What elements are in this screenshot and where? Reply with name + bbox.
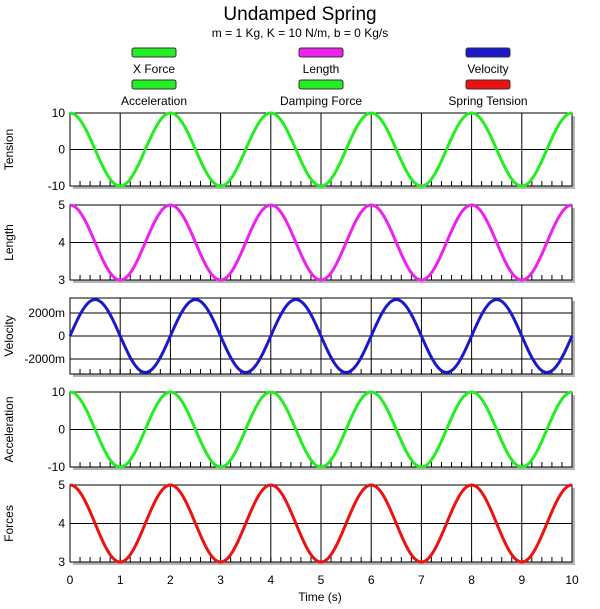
x-tick-label: 2 <box>167 573 174 587</box>
y-axis-label-forces: Forces <box>2 505 16 542</box>
legend-swatch-velocity <box>465 47 511 58</box>
series-line-spring-tension <box>69 111 573 188</box>
x-tick-label: 8 <box>468 573 475 587</box>
x-axis: 0 1 2 3 4 5 6 7 8 9 10 <box>67 573 579 587</box>
y-axis-label-velocity: Velocity <box>2 315 16 356</box>
y-tick-label: 4 <box>58 517 65 531</box>
y-axis-label-length: Length <box>2 224 16 261</box>
legend-label-acceleration: Acceleration <box>121 94 187 108</box>
y-tick-label: 2000m <box>28 306 65 320</box>
y-tick-label: 10 <box>52 106 66 120</box>
x-axis-label: Time (s) <box>298 590 342 604</box>
panel-velocity: 2000m 0 -2000m Velocity <box>2 297 575 377</box>
legend-swatch-damping-force <box>298 79 344 90</box>
y-tick-label: -2000m <box>24 352 65 366</box>
x-tick-label: 10 <box>565 573 579 587</box>
y-tick-label: 0 <box>58 423 65 437</box>
panel-acceleration: 10 0 -10 Acceleration <box>2 385 575 474</box>
y-tick-label: 10 <box>52 385 66 399</box>
legend-label-length: Length <box>303 62 340 76</box>
x-tick-label: 7 <box>418 573 425 587</box>
x-tick-label: 9 <box>518 573 525 587</box>
y-tick-label: 5 <box>58 478 65 492</box>
legend-label-x-force: X Force <box>133 62 175 76</box>
y-tick-label: 5 <box>58 198 65 212</box>
y-axis-label-acceleration: Acceleration <box>2 396 16 462</box>
series-line-acceleration <box>69 390 573 469</box>
legend-swatch-acceleration <box>131 79 177 90</box>
panel-tension: 10 0 -10 Tension <box>2 106 575 193</box>
y-tick-label: 4 <box>58 236 65 250</box>
legend-swatch-spring-tension <box>465 79 511 90</box>
series-line-spring-tension <box>69 483 573 564</box>
chart-subtitle: m = 1 Kg, K = 10 N/m, b = 0 Kg/s <box>212 26 388 40</box>
x-tick-label: 3 <box>217 573 224 587</box>
legend: X Force Length Velocity Acceleration Damping… <box>121 47 528 108</box>
y-tick-label: 3 <box>58 273 65 287</box>
y-axis-label-tension: Tension <box>2 129 16 170</box>
x-tick-label: 0 <box>67 573 74 587</box>
series-line-velocity <box>68 298 574 374</box>
plot-panels: 10 0 -10 Tension 5 4 3 Length 2000m 0 -2000m Veloci… <box>2 106 575 569</box>
legend-label-spring-tension: Spring Tension <box>448 94 527 108</box>
y-tick-label: -10 <box>48 460 66 474</box>
x-tick-label: 4 <box>267 573 274 587</box>
x-tick-label: 5 <box>318 573 325 587</box>
series-line-length <box>69 203 573 282</box>
y-tick-label: 0 <box>58 329 65 343</box>
legend-swatch-x-force <box>131 47 177 58</box>
legend-swatch-length <box>298 47 344 58</box>
y-tick-label: 0 <box>58 143 65 157</box>
legend-label-velocity: Velocity <box>467 62 508 76</box>
x-tick-label: 1 <box>117 573 124 587</box>
x-tick-label: 6 <box>368 573 375 587</box>
y-tick-label: 3 <box>58 555 65 569</box>
panel-length: 5 4 3 Length <box>2 198 575 287</box>
y-tick-label: -10 <box>48 179 66 193</box>
chart-title: Undamped Spring <box>223 4 376 25</box>
panel-forces: 5 4 3 Forces <box>2 478 575 569</box>
legend-label-damping-force: Damping Force <box>280 94 362 108</box>
